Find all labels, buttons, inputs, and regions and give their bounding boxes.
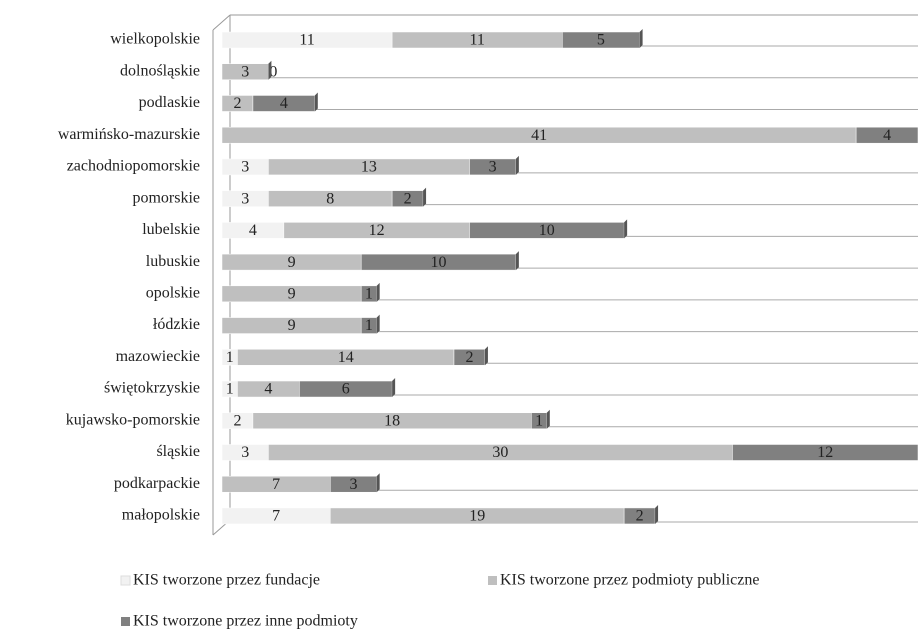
y-tick-label: pomorskie (132, 189, 200, 206)
value-label: 4 (264, 381, 272, 398)
value-label: 4 (883, 127, 891, 144)
value-label: 2 (404, 190, 412, 207)
legend-label: KIS tworzone przez fundacje (133, 572, 320, 589)
value-label: 2 (233, 95, 241, 112)
y-tick-label: śląskie (156, 443, 200, 460)
value-label: 18 (384, 412, 400, 429)
bar-segment (732, 444, 918, 461)
y-tick-label: warmińsko-mazurskie (58, 126, 200, 143)
value-label: 7 (272, 476, 280, 493)
bar-depth (515, 155, 519, 175)
bar-segment (391, 190, 424, 207)
value-label: 13 (361, 159, 377, 176)
value-label: 4 (249, 222, 257, 239)
value-label: 1 (365, 286, 373, 303)
y-tick-label: lubuskie (146, 253, 200, 270)
value-label: 1 (535, 412, 543, 429)
value-label: 1 (226, 349, 234, 366)
value-label: 2 (465, 349, 473, 366)
bar-depth (314, 92, 318, 112)
value-label: 2 (233, 412, 241, 429)
value-label: 14 (338, 349, 354, 366)
side-wall-top (212, 14, 231, 31)
y-tick-label: lubelskie (142, 221, 200, 238)
y-tick-label: opolskie (146, 285, 200, 302)
bar-depth (515, 251, 519, 271)
value-label: 12 (817, 444, 833, 461)
value-label: 41 (531, 127, 547, 144)
value-label: 1 (365, 317, 373, 334)
value-label: 1 (226, 381, 234, 398)
value-label: 3 (241, 63, 249, 80)
value-label: 3 (241, 190, 249, 207)
value-label: 2 (636, 508, 644, 525)
y-tick-label: małopolskie (122, 507, 200, 524)
value-label: 9 (288, 254, 296, 271)
legend-swatch (488, 576, 497, 585)
value-label: 8 (326, 190, 334, 207)
value-label: 11 (469, 32, 484, 49)
y-tick-label: kujawsko-pomorskie (66, 411, 200, 428)
value-label: 9 (288, 317, 296, 334)
y-tick-label: świętokrzyskie (104, 380, 200, 397)
y-tick-label: podlaskie (139, 94, 200, 111)
bar-depth (423, 187, 427, 207)
value-label: 0 (269, 63, 277, 80)
y-tick-label: podkarpackie (114, 475, 200, 492)
value-label: 3 (489, 159, 497, 176)
bar-depth (268, 60, 272, 80)
legend-label: KIS tworzone przez podmioty publiczne (500, 572, 759, 589)
value-label: 19 (469, 508, 485, 525)
y-tick-label: zachodniopomorskie (67, 158, 200, 175)
value-label: 3 (349, 476, 357, 493)
value-label: 30 (492, 444, 508, 461)
value-label: 12 (369, 222, 385, 239)
bar-depth (376, 473, 380, 493)
y-tick-label: łódzkie (153, 316, 200, 333)
legend-swatch (120, 575, 131, 586)
bar-segment (855, 126, 918, 144)
bar-depth (484, 346, 488, 366)
bar-depth (376, 314, 380, 334)
value-label: 5 (597, 32, 605, 49)
bar-depth (655, 504, 659, 524)
bar-depth (639, 29, 643, 48)
value-label: 3 (241, 159, 249, 176)
value-label: 4 (280, 95, 288, 112)
bar-depth (392, 378, 396, 398)
value-label: 7 (272, 508, 280, 525)
value-label: 9 (288, 286, 296, 303)
bar-depth (546, 409, 550, 429)
value-label: 6 (342, 381, 350, 398)
y-tick-label: dolnośląskie (120, 62, 200, 79)
value-label: 11 (299, 32, 314, 49)
value-label: 3 (241, 444, 249, 461)
value-label: 10 (539, 222, 555, 239)
y-tick-label: mazowieckie (116, 348, 200, 365)
value-label: 10 (431, 254, 447, 271)
legend-label: KIS tworzone przez inne podmioty (133, 613, 358, 630)
bar-depth (376, 282, 380, 302)
bar-depth (624, 219, 628, 239)
legend-swatch (121, 617, 130, 626)
y-tick-label: wielkopolskie (110, 31, 200, 48)
